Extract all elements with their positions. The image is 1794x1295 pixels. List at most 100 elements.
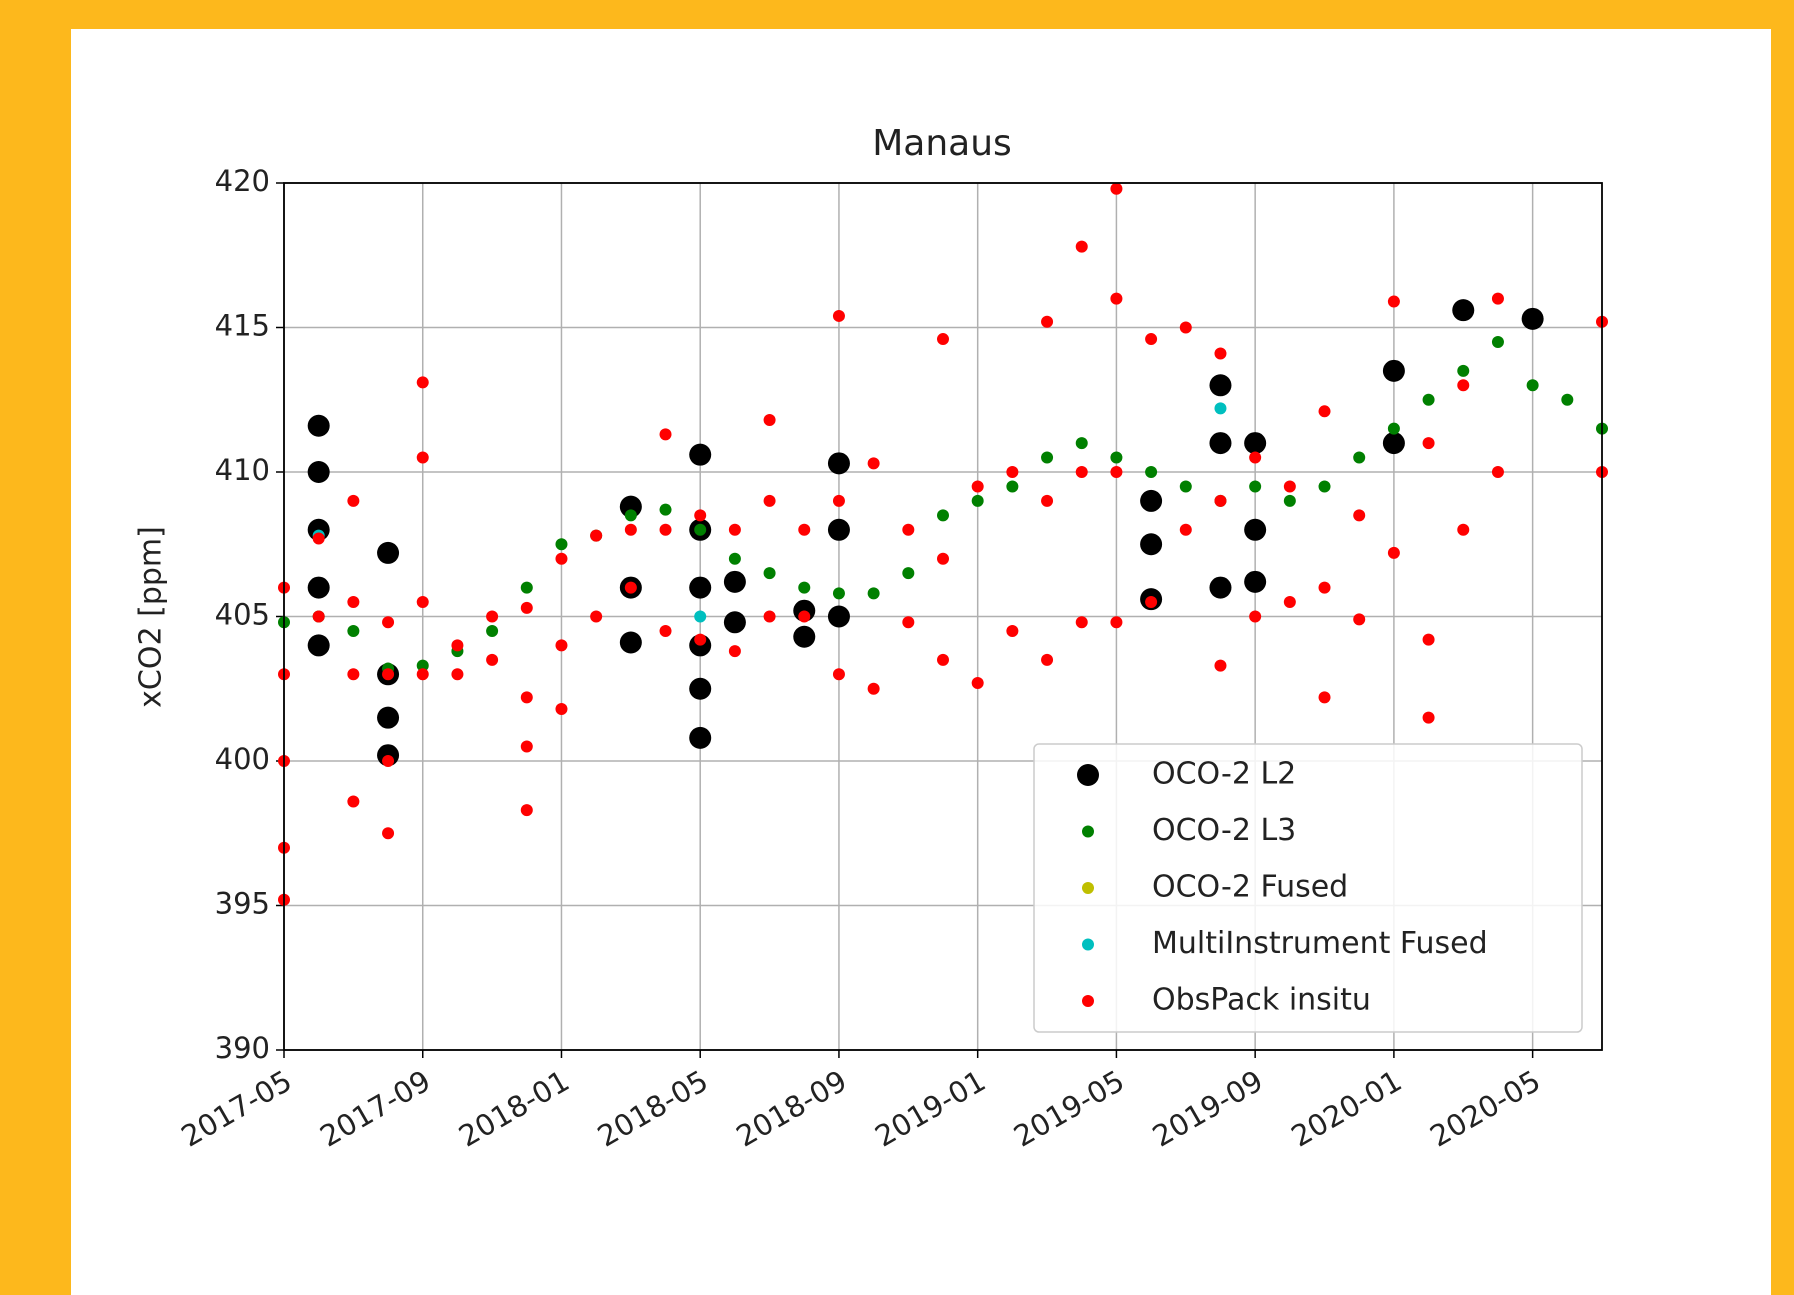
legend-marker xyxy=(1082,882,1094,894)
point xyxy=(763,610,776,623)
point xyxy=(1110,616,1123,629)
point xyxy=(1387,422,1400,435)
point xyxy=(832,309,845,322)
point xyxy=(1318,480,1331,493)
point xyxy=(1491,466,1504,478)
point xyxy=(619,631,642,654)
point xyxy=(312,532,325,545)
point xyxy=(694,509,707,522)
point xyxy=(832,587,845,600)
point xyxy=(382,668,395,681)
point xyxy=(937,509,949,522)
point xyxy=(312,610,325,623)
point xyxy=(694,633,707,646)
point xyxy=(1491,292,1504,305)
point xyxy=(1041,315,1054,328)
point xyxy=(416,668,429,681)
point xyxy=(416,451,429,464)
point xyxy=(382,755,395,767)
point xyxy=(827,518,850,541)
point xyxy=(1145,333,1158,346)
point xyxy=(1140,489,1163,512)
point xyxy=(1561,393,1574,406)
point xyxy=(867,587,880,600)
point xyxy=(590,529,603,542)
point xyxy=(763,413,776,426)
point xyxy=(416,596,429,609)
point xyxy=(1521,307,1544,330)
point xyxy=(1209,432,1232,455)
point xyxy=(1387,546,1400,559)
point xyxy=(1387,295,1400,308)
point xyxy=(1353,613,1366,626)
y-tick-label: 390 xyxy=(215,1031,270,1065)
point xyxy=(382,827,395,840)
point xyxy=(307,634,330,657)
point xyxy=(1145,466,1158,478)
point xyxy=(728,645,741,658)
point xyxy=(486,653,499,666)
point xyxy=(1249,451,1262,464)
legend: OCO-2 L2 OCO-2 L3 OCO-2 Fused MultiInstrume… xyxy=(1033,743,1583,1033)
y-tick-label: 405 xyxy=(215,598,270,632)
point xyxy=(689,443,712,466)
point xyxy=(723,611,746,634)
point xyxy=(689,677,712,700)
point xyxy=(1209,374,1232,397)
point xyxy=(902,616,915,629)
point xyxy=(555,639,568,652)
point xyxy=(1214,494,1227,507)
point xyxy=(1283,494,1296,507)
point xyxy=(1110,182,1123,195)
point xyxy=(347,624,360,637)
point xyxy=(1457,523,1470,536)
point xyxy=(867,457,880,470)
point xyxy=(728,552,741,565)
point xyxy=(520,740,533,753)
point xyxy=(1179,321,1192,334)
point xyxy=(902,567,915,580)
point xyxy=(307,461,330,483)
legend-marker xyxy=(1082,995,1094,1007)
point xyxy=(307,414,330,437)
y-tick-label: 420 xyxy=(215,164,270,198)
point xyxy=(520,601,533,614)
y-axis-label: xCO2 [ppm] xyxy=(134,526,169,708)
point xyxy=(798,523,811,536)
chart-title: Manaus xyxy=(872,123,1012,164)
point xyxy=(723,570,746,593)
point xyxy=(1041,653,1054,666)
point xyxy=(1110,292,1123,305)
panel xyxy=(71,29,1771,1295)
point xyxy=(1318,691,1331,704)
point xyxy=(971,676,984,689)
point xyxy=(1422,393,1435,406)
point xyxy=(763,494,776,507)
point xyxy=(1382,359,1405,382)
point xyxy=(832,668,845,681)
point xyxy=(1318,581,1331,594)
point xyxy=(1110,451,1123,464)
point xyxy=(590,610,603,623)
point xyxy=(1457,364,1470,377)
point xyxy=(1179,480,1192,493)
point xyxy=(624,509,637,522)
point xyxy=(1006,624,1019,637)
point xyxy=(832,494,845,507)
point xyxy=(763,567,776,580)
point xyxy=(659,624,672,637)
legend-marker xyxy=(1082,938,1094,951)
y-tick-label: 400 xyxy=(215,742,270,776)
point xyxy=(1075,240,1088,253)
point xyxy=(1209,576,1232,599)
point xyxy=(382,616,395,629)
point xyxy=(347,668,360,681)
point xyxy=(1006,466,1019,478)
point xyxy=(377,706,400,729)
point xyxy=(1244,432,1267,455)
point xyxy=(1422,711,1435,724)
point xyxy=(1041,451,1054,464)
legend-label: ObsPack insitu xyxy=(1152,983,1371,1018)
